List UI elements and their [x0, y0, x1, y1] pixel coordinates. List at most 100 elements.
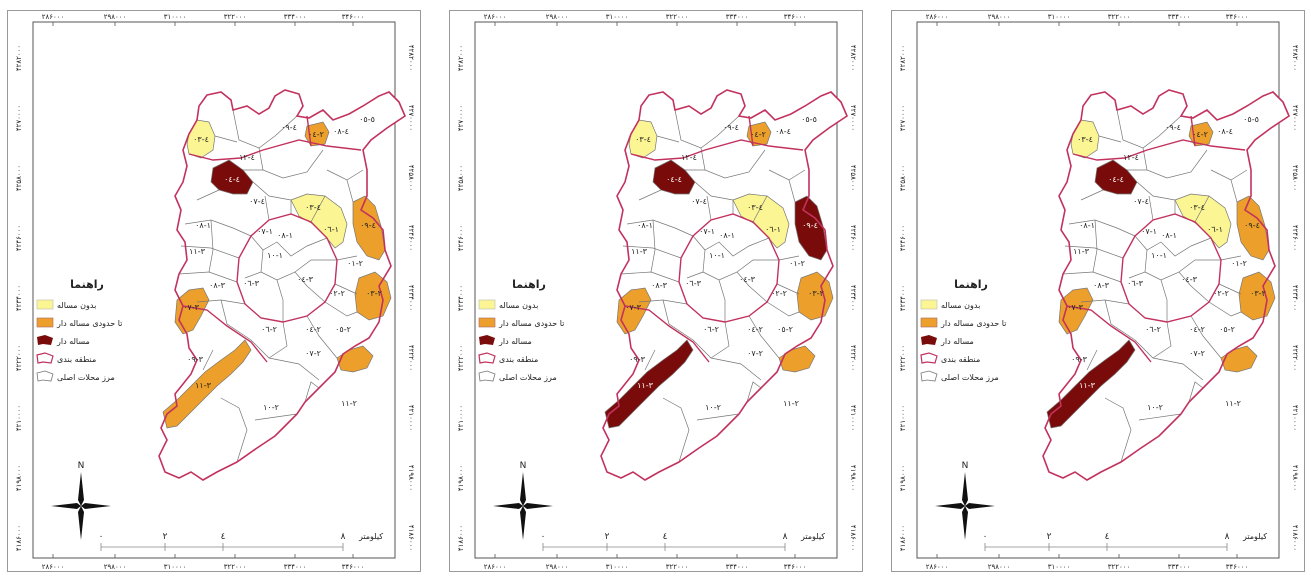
grid-y-label-left: ۴۲۳۴۰۰۰: [899, 285, 907, 311]
grid-y-label-right: ۴۲۷۰۰۰۰: [1291, 105, 1299, 131]
district-label: ٣-١١: [189, 247, 205, 256]
neighborhood-border: [702, 249, 768, 303]
district-label: ٢-٠٥: [335, 325, 351, 334]
legend-item-label: بدون مساله: [499, 301, 538, 310]
district-label: ٤-٠٩: [1244, 221, 1260, 230]
neighborhood-border: [196, 189, 220, 201]
grid-y-label-left: ۴۲۷۰۰۰۰: [899, 105, 907, 131]
district-upper-left: [628, 119, 658, 159]
district-east-lobe: [352, 195, 386, 261]
district-label: ٢-١١: [341, 399, 357, 408]
grid-y-label-right: ۴۲۵۸۰۰۰: [407, 165, 415, 191]
grid-x-label-bottom: ۳۲۲۰۰۰: [1108, 563, 1131, 571]
zone-border: [182, 305, 268, 363]
grid-y-label-left: ۴۱۸۶۰۰۰: [15, 525, 23, 551]
neighborhood-border: [746, 381, 762, 403]
district-label: ٢-٠٦: [261, 325, 277, 334]
grid-y-label-left: ۴۱۹۸۰۰۰: [457, 465, 465, 491]
scale-unit: کیلومتر: [1242, 532, 1267, 541]
legend-item-label: تا حدودی مساله دار: [56, 319, 122, 328]
district-label: ٣-١١: [1073, 247, 1089, 256]
neighborhood-border: [254, 413, 298, 421]
neighborhood-border: [1104, 299, 1136, 341]
north-arrow-icon: N: [51, 461, 111, 540]
district-label: ٣-٠٤: [297, 275, 313, 284]
grid-y-label-left: ۴۲۵۸۰۰۰: [899, 165, 907, 191]
grid-y-label-left: ۴۲۷۰۰۰۰: [457, 105, 465, 131]
scale-tick-label: ٤: [663, 532, 668, 542]
grid-x-label-bottom: ۳۳۴۰۰۰: [1168, 563, 1191, 571]
grid-y-label-right: ۴۲۱۰۰۰۰: [1291, 405, 1299, 431]
district-label: ٤-٠٣: [1189, 203, 1205, 212]
neighborhood-border: [694, 181, 734, 201]
grid-y-label-right: ۴۱۸۶۰۰۰: [407, 525, 415, 551]
district-label: ٣-٠٤: [1181, 275, 1197, 284]
grid-y-label-right: ۴۲۵۸۰۰۰: [1291, 165, 1299, 191]
district-label: ١-٠٨: [195, 221, 211, 230]
neighborhood-border: [692, 235, 770, 257]
district-label: ٣-٠٧: [625, 303, 641, 312]
district-label: ٢-٠٣: [1250, 289, 1266, 298]
district-label: ٤-٠٩: [281, 123, 297, 132]
district-label: ١-٠٧: [1141, 227, 1157, 236]
district-label: ٢-١٠: [263, 403, 279, 412]
grid-x-label-bottom: ۲۹۸۰۰۰: [104, 563, 127, 571]
grid-x-label-bottom: ۳۴۶۰۰۰: [784, 563, 807, 571]
grid-y-label-left: ۴۲۷۰۰۰۰: [15, 105, 23, 131]
zone-outline-swatch-icon: [478, 352, 496, 364]
district-label: ٣-٠٧: [1067, 303, 1083, 312]
grid-y-label-left: ۴۱۸۶۰۰۰: [457, 525, 465, 551]
district-label: ٣-٠٦: [1127, 279, 1143, 288]
orange-swatch-icon: [478, 317, 496, 328]
district-label: ٤-٠٣: [1077, 135, 1093, 144]
grid-y-label-right: ۴۱۹۸۰۰۰: [849, 465, 857, 491]
legend: راهنما بدون مساله تا حدودی مساله دار مساله …: [36, 278, 122, 382]
district-label: ٤-٠٣: [193, 135, 209, 144]
grid-y-label-right: ۴۲۸۲۰۰۰: [407, 45, 415, 71]
scale-bar: ۰ ۲ ٤ ۸ کیلومتر: [541, 532, 825, 551]
neighborhood-border: [736, 259, 779, 273]
legend-item-label: مرز محلات اصلی: [499, 373, 557, 382]
neighborhood-border: [626, 219, 694, 237]
district-pocket: [210, 159, 254, 195]
district-label: ٢-٠٦: [1145, 325, 1161, 334]
grid-y-label-left: ۴۲۴۶۰۰۰: [899, 225, 907, 251]
neighborhood-border: [184, 219, 252, 237]
grid-x-label-bottom: ۳۲۲۰۰۰: [666, 563, 689, 571]
zone-border: [1072, 139, 1246, 161]
neighborhood-border: [1208, 301, 1242, 317]
neighborhood-border: [1092, 219, 1098, 273]
neighborhood-border: [1178, 259, 1221, 273]
grid-x-label-top: ۲۸۶۰۰۰: [926, 13, 949, 21]
legend-item-label: مرز محلات اصلی: [941, 373, 999, 382]
district-label: ٤-٠٨: [775, 127, 791, 136]
district-label: ٢-٠٤: [308, 130, 324, 139]
district-label: ٣-٠٩: [629, 355, 645, 364]
map-panel-3: ۲۸۶۰۰۰ ۲۸۶۰۰۰ ۲۹۸۰۰۰ ۲۹۸۰۰۰ ۳۱۰۰۰۰ ۳۱۰۰۰۰ ۳۲۲۰…: [891, 10, 1305, 572]
dark-red-swatch-icon: [37, 335, 53, 345]
district-label: ٢-٠٣: [366, 289, 382, 298]
district-label: ٣-٠٤: [739, 275, 755, 284]
grid-x-label-top: ۳۲۲۰۰۰: [666, 13, 689, 21]
zone-border: [188, 139, 362, 161]
neighborhood-border: [788, 179, 796, 203]
neighborhood-border: [334, 283, 358, 295]
district-label: ٢-٠١: [789, 259, 805, 268]
neighborhood-border: [1098, 135, 1122, 143]
neighborhood-border: [264, 195, 270, 221]
district-label: ٢-٠٥: [1219, 325, 1235, 334]
legend: راهنما بدون مساله تا حدودی مساله دار مساله …: [478, 278, 564, 382]
district-east-lobe: [1236, 195, 1270, 261]
district-south-strip: [162, 339, 252, 429]
grid-y-label-left: ۴۲۸۲۰۰۰: [457, 45, 465, 71]
grid-x-label-top: ۳۲۲۰۰۰: [1108, 13, 1131, 21]
grid-x-label-bottom: ۳۳۴۰۰۰: [726, 563, 749, 571]
district-label: ٣-٠٨: [209, 281, 225, 290]
district-label: ١-٠٨: [1161, 231, 1177, 240]
city-boundary: [158, 89, 406, 481]
neighborhood-border: [638, 189, 662, 201]
scale-unit: کیلومتر: [358, 532, 383, 541]
grid-y-label-right: ۴۲۲۲۰۰۰: [1291, 345, 1299, 371]
city-boundary: [600, 89, 848, 481]
district-label: ٤-٠٩: [802, 221, 818, 230]
